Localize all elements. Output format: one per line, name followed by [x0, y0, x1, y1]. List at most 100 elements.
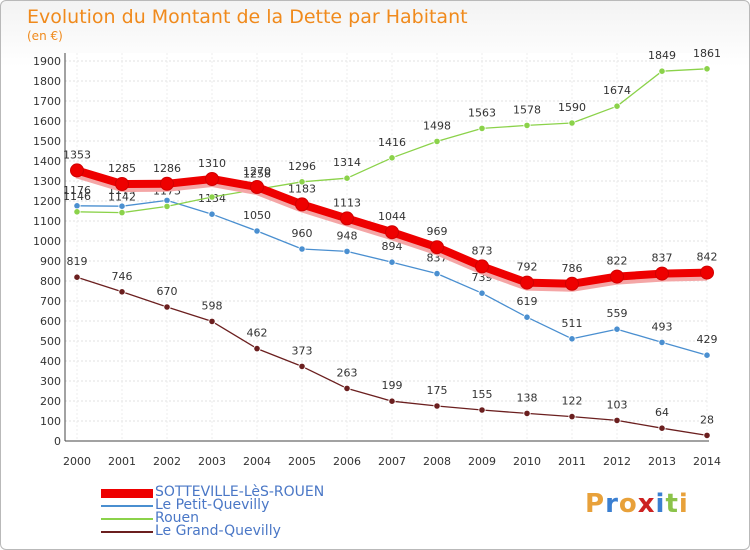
data-point	[298, 245, 306, 253]
data-point	[658, 67, 666, 75]
legend-swatch	[101, 531, 153, 533]
data-point	[703, 65, 711, 73]
data-point	[568, 412, 576, 421]
y-tick-label: 1100	[33, 215, 61, 228]
data-point	[430, 240, 444, 255]
data-point	[73, 208, 81, 216]
data-point	[298, 362, 306, 370]
data-label: 1285	[108, 162, 136, 175]
legend-label: Rouen	[155, 510, 200, 526]
x-tick-label: 2014	[693, 455, 721, 468]
data-label: 1044	[378, 210, 406, 223]
y-tick-label: 1500	[33, 135, 61, 148]
data-label: 1563	[468, 106, 496, 119]
data-point	[475, 259, 489, 274]
y-tick-label: 900	[40, 255, 61, 268]
data-point	[385, 225, 399, 240]
data-label: 1258	[243, 167, 271, 180]
data-label: 842	[697, 251, 718, 264]
data-point	[523, 409, 531, 417]
data-point	[613, 325, 621, 333]
data-point	[160, 176, 174, 191]
y-tick-label: 1900	[33, 55, 61, 68]
y-tick-label: 1800	[33, 75, 61, 88]
data-label: 1113	[333, 196, 361, 209]
data-label: 786	[562, 262, 583, 275]
data-label: 1578	[513, 103, 541, 116]
data-label: 670	[157, 285, 178, 298]
data-point	[343, 174, 351, 182]
data-point	[565, 276, 579, 291]
data-point	[613, 416, 621, 424]
data-point	[433, 269, 441, 278]
data-point	[700, 265, 714, 280]
chart-title: Evolution du Montant de la Dette par Hab…	[27, 6, 468, 28]
data-label: 462	[247, 327, 268, 340]
data-point	[208, 210, 216, 218]
y-tick-label: 700	[40, 295, 61, 308]
y-tick-label: 1200	[33, 195, 61, 208]
data-point	[613, 102, 621, 110]
data-point	[523, 121, 531, 130]
data-label: 175	[427, 384, 448, 397]
data-label: 873	[472, 244, 493, 257]
y-tick-label: 400	[40, 355, 61, 368]
data-point	[205, 172, 219, 186]
data-point	[478, 124, 486, 133]
y-tick-label: 1400	[33, 155, 61, 168]
data-point	[298, 178, 306, 186]
plot-area	[65, 53, 709, 441]
data-point	[163, 202, 171, 210]
data-label: 373	[292, 344, 313, 357]
data-label: 746	[112, 270, 133, 283]
data-point	[115, 177, 129, 191]
data-label: 1270	[243, 165, 271, 178]
data-point	[208, 193, 216, 201]
x-tick-label: 2007	[378, 455, 406, 468]
data-label: 1849	[648, 49, 676, 62]
data-label: 493	[652, 320, 673, 333]
data-label: 837	[652, 252, 673, 265]
x-tick-label: 2011	[558, 455, 586, 468]
data-label: 155	[472, 388, 493, 401]
data-label: 792	[517, 261, 538, 274]
data-label: 1286	[153, 162, 181, 175]
data-label: 1590	[558, 101, 586, 114]
data-point	[388, 258, 396, 266]
data-label: 619	[517, 295, 538, 308]
x-tick-label: 2010	[513, 455, 541, 468]
data-label: 1416	[378, 136, 406, 149]
x-tick-label: 2004	[243, 455, 271, 468]
data-label: 1674	[603, 84, 631, 97]
data-point	[658, 424, 666, 432]
data-label: 28	[700, 413, 714, 426]
x-tick-label: 2005	[288, 455, 316, 468]
data-label: 1176	[63, 184, 91, 197]
legend-swatch	[101, 518, 153, 520]
data-point	[118, 202, 126, 210]
data-point	[523, 313, 531, 321]
data-point	[118, 209, 126, 217]
data-point	[343, 384, 351, 392]
data-label: 822	[607, 255, 628, 268]
data-label: 1353	[63, 148, 91, 161]
data-point	[703, 431, 711, 439]
y-tick-label: 300	[40, 375, 61, 388]
data-point	[340, 211, 354, 226]
data-label: 1296	[288, 160, 316, 173]
data-label: 969	[427, 225, 448, 238]
data-label: 1498	[423, 119, 451, 132]
data-point	[655, 266, 669, 281]
data-point	[73, 273, 81, 281]
data-label: 1146	[63, 190, 91, 203]
data-label: 1314	[333, 156, 361, 169]
data-point	[253, 227, 261, 235]
legend-label: Le Grand-Quevilly	[155, 523, 281, 539]
y-tick-label: 800	[40, 275, 61, 288]
data-label: 1183	[288, 182, 316, 195]
data-point	[253, 344, 261, 353]
x-tick-label: 2001	[108, 455, 136, 468]
data-point	[388, 397, 396, 405]
x-tick-label: 2013	[648, 455, 676, 468]
data-point	[610, 269, 624, 284]
